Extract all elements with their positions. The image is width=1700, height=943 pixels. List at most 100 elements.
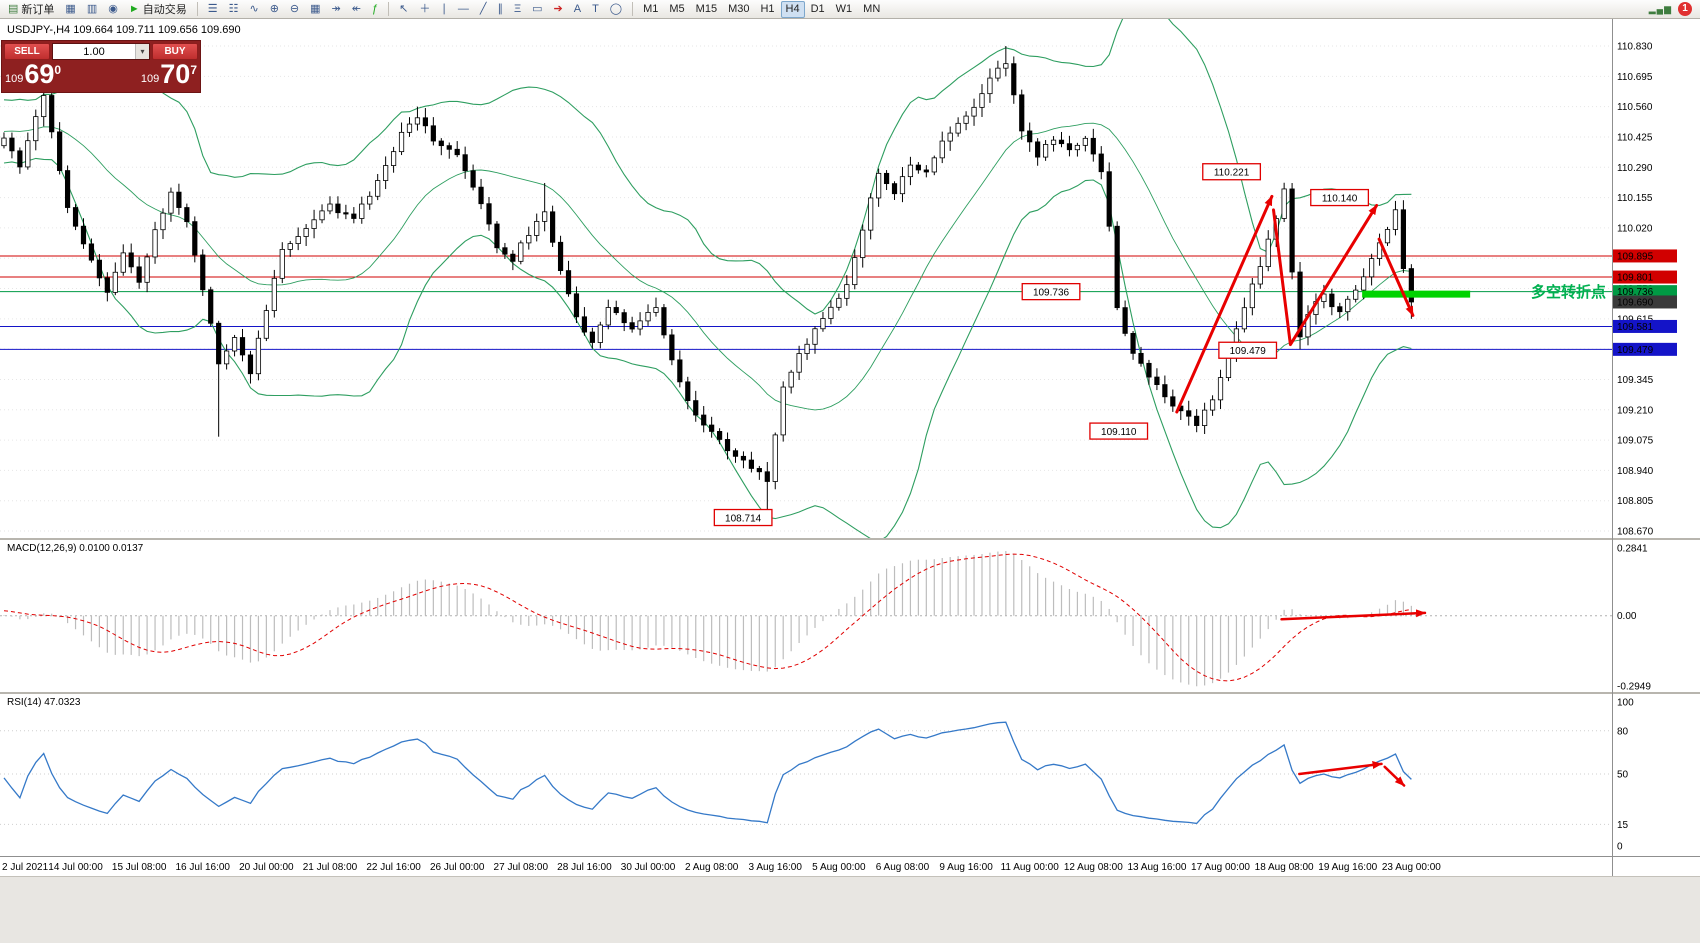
price-chart-pane[interactable]: 110.221 110.140 109.736 109.479 109.110 108.7…: [0, 19, 1700, 538]
rsi-indicator-pane[interactable]: 100 80 50 15 0: [0, 694, 1700, 856]
zoom-out-button[interactable]: ⊖: [285, 1, 304, 18]
horizontal-line-button[interactable]: ―: [453, 1, 474, 18]
arrows-button[interactable]: ➔: [549, 1, 568, 18]
indicators-button[interactable]: ƒ: [367, 1, 383, 18]
sell-button[interactable]: SELL: [4, 43, 50, 60]
svg-text:100: 100: [1617, 698, 1634, 709]
zoom-in-button-icon: ⊕: [269, 2, 279, 15]
alerts-button[interactable]: ◉: [103, 1, 123, 18]
connection-status-icon: ▂▄▆: [1648, 3, 1672, 14]
timeframe-m15-button[interactable]: M15: [691, 1, 722, 18]
toolbar-separator: [632, 2, 634, 16]
price-plot: 110.221 110.140 109.736 109.479 109.110 108.7…: [0, 19, 1612, 538]
symbol-ohlc-header: USDJPY-,H4 109.664 109.711 109.656 109.6…: [7, 24, 241, 36]
rsi-line: [3, 721, 1412, 825]
label-button[interactable]: T: [587, 1, 604, 18]
autotrading-button-icon: ►: [128, 2, 140, 15]
svg-text:30 Jul 00:00: 30 Jul 00:00: [621, 862, 676, 873]
buy-price-display[interactable]: 109 70 7: [101, 61, 197, 88]
fibonacci-button[interactable]: Ξ: [509, 1, 526, 18]
buy-price-pip-digit: 7: [190, 63, 197, 77]
bollinger-bands: [3, 19, 1412, 538]
horizontal-level-lines: [0, 255, 1612, 350]
pane-separator[interactable]: [0, 538, 1700, 540]
timeframe-d1-button[interactable]: D1: [806, 1, 830, 18]
svg-text:109.736: 109.736: [1617, 287, 1654, 298]
timeframe-m1-button[interactable]: M1: [638, 1, 663, 18]
buy-button[interactable]: BUY: [152, 43, 198, 60]
trendline-button-icon: ╱: [479, 2, 487, 15]
svg-text:15: 15: [1617, 820, 1629, 831]
svg-text:13 Aug 16:00: 13 Aug 16:00: [1127, 862, 1186, 873]
price-axis[interactable]: 108.670 108.805 108.940 109.075 109.210 109.3…: [1613, 42, 1677, 538]
cycle-lines-button[interactable]: ◯: [605, 1, 627, 18]
trendline-button[interactable]: ╱: [475, 1, 492, 18]
notification-badge[interactable]: 1: [1678, 2, 1692, 16]
timeframe-h4-button[interactable]: H4: [780, 0, 805, 18]
svg-text:109.479: 109.479: [1617, 345, 1654, 356]
tile-windows-button[interactable]: ▦: [305, 1, 325, 18]
timeframe-m30-button[interactable]: M30: [723, 1, 754, 18]
volume-input[interactable]: [53, 44, 135, 59]
alerts-button-icon: ◉: [108, 2, 118, 15]
svg-text:50: 50: [1617, 770, 1629, 781]
channel-button[interactable]: ∥: [492, 1, 508, 18]
price-tag: [1613, 295, 1677, 309]
volume-dropdown-arrow[interactable]: ▾: [135, 44, 149, 59]
vertical-line-button-icon: ∣: [441, 2, 447, 15]
toolbar-button-label: 新订单: [21, 4, 55, 16]
sell-price-display[interactable]: 109 69 0: [5, 61, 101, 88]
svg-text:110.560: 110.560: [1617, 102, 1653, 113]
annotation-text: 108.714: [725, 514, 762, 525]
rsi-axis[interactable]: 100 80 50 15 0: [1617, 698, 1634, 853]
timeframe-h1-button[interactable]: H1: [755, 1, 779, 18]
timeframe-w1-button[interactable]: W1: [831, 1, 858, 18]
cursor-button[interactable]: ↖: [394, 1, 413, 18]
svg-text:9 Aug 16:00: 9 Aug 16:00: [939, 862, 993, 873]
fibonacci-button-icon: Ξ: [513, 2, 522, 15]
autotrading-button[interactable]: ► 自动交易: [124, 1, 192, 18]
price-annotations: 110.221 110.140 109.736 109.479 109.110 108.7…: [713, 163, 1370, 527]
timeframe-m5-button[interactable]: M5: [664, 1, 689, 18]
bar-chart-button[interactable]: ☰: [203, 1, 223, 18]
svg-text:16 Jul 16:00: 16 Jul 16:00: [176, 862, 231, 873]
toolbar-button-label: W1: [835, 3, 853, 15]
annotation-text: 110.140: [1322, 194, 1358, 205]
bar-chart-button-icon: ☰: [207, 2, 218, 15]
candlestick-button[interactable]: ☷: [224, 1, 244, 18]
pane-separator[interactable]: [0, 692, 1700, 694]
time-axis[interactable]: 2 Jul 2021 14 Jul 00:00 15 Jul 08:00 16 Jul…: [0, 856, 1700, 876]
shapes-button[interactable]: ▭: [527, 1, 547, 18]
main-toolbar: ▤ 新订单 ▦ ▥ ◉ ► 自动交易 ☰ ☷ ∿ ⊕ ⊖ ▦ ↠ ↞ ƒ ↖ ＋ ∣ ― ╱ ∥ Ξ ▭ ➔ A T ◯ M1 M5 M15…: [0, 0, 1700, 19]
price-grid: [0, 45, 1612, 532]
profiles-button[interactable]: ▥: [82, 1, 102, 18]
channel-button-icon: ∥: [497, 2, 503, 15]
vertical-line-button[interactable]: ∣: [436, 1, 452, 18]
svg-text:110.290: 110.290: [1617, 163, 1653, 174]
macd-axis[interactable]: 0.2841 0.00 -0.2949: [1617, 544, 1651, 693]
line-chart-button[interactable]: ∿: [244, 1, 263, 18]
new-order-button[interactable]: ▤ 新订单: [3, 1, 59, 18]
macd-indicator-pane[interactable]: 0.2841 0.00 -0.2949: [0, 540, 1700, 692]
indicators-button-icon: ƒ: [371, 2, 379, 15]
buy-price-prefix: 109: [140, 73, 160, 85]
auto-scroll-button[interactable]: ↠: [327, 1, 346, 18]
text-button[interactable]: A: [569, 1, 586, 18]
timeframe-mn-button[interactable]: MN: [858, 1, 885, 18]
svg-text:109.581: 109.581: [1617, 322, 1654, 333]
horizontal-line-button-icon: ―: [457, 2, 469, 15]
chart-area[interactable]: 110.221 110.140 109.736 109.479 109.110 108.7…: [0, 19, 1700, 876]
toolbar-button-label: H4: [785, 3, 800, 15]
crosshair-button[interactable]: ＋: [414, 1, 435, 18]
charts-button[interactable]: ▦: [60, 1, 80, 18]
crosshair-button-icon: ＋: [419, 2, 431, 15]
toolbar-button-label: M1: [643, 3, 659, 15]
annotation-text: 110.221: [1214, 168, 1250, 179]
svg-text:23 Aug 00:00: 23 Aug 00:00: [1382, 862, 1441, 873]
zoom-in-button[interactable]: ⊕: [265, 1, 284, 18]
macd-plot: [0, 550, 1612, 687]
annotation-box: [1021, 282, 1081, 301]
chart-shift-button[interactable]: ↞: [347, 1, 366, 18]
annotation-box: [1202, 163, 1262, 181]
profiles-button-icon: ▥: [86, 2, 98, 15]
